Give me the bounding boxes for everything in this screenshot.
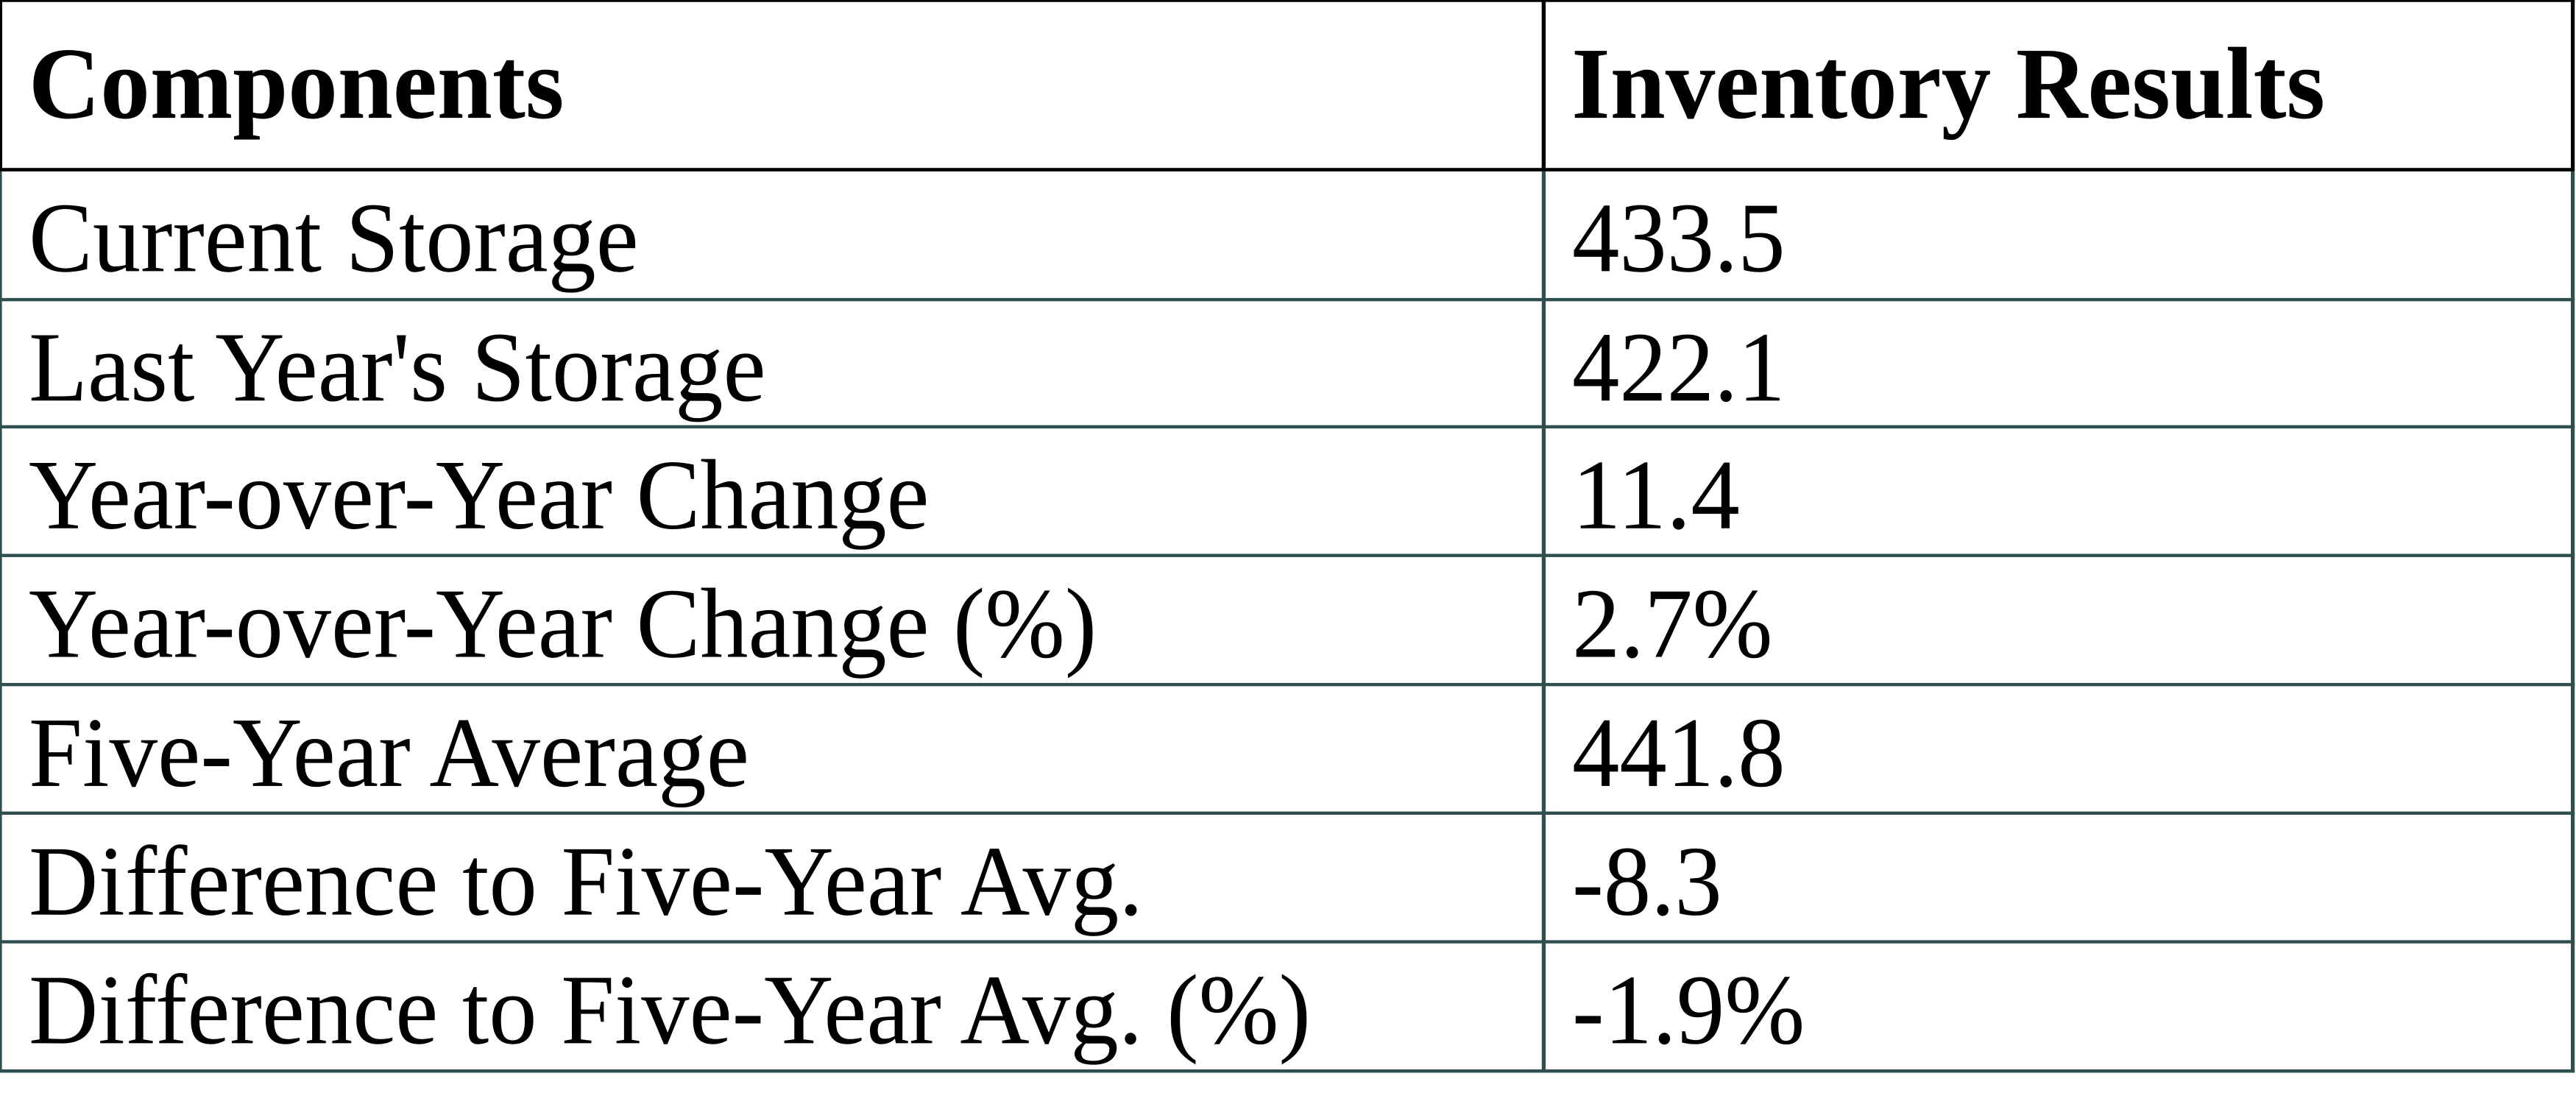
svg-text:Last Year's Storage: Last Year's Storage	[29, 312, 766, 422]
svg-text:Year-over-Year Change (%): Year-over-Year Change (%)	[29, 569, 1097, 679]
svg-text:Current Storage: Current Storage	[29, 183, 639, 293]
svg-text:433.5: 433.5	[1572, 183, 1786, 293]
svg-text:441.8: 441.8	[1572, 698, 1786, 808]
svg-text:Components: Components	[29, 27, 565, 141]
svg-text:Year-over-Year Change: Year-over-Year Change	[29, 440, 929, 551]
svg-text:Difference to Five-Year Avg.: Difference to Five-Year Avg.	[29, 827, 1143, 937]
svg-text:422.1: 422.1	[1572, 312, 1786, 422]
svg-text:Five-Year Average: Five-Year Average	[29, 698, 749, 808]
svg-text:Inventory Results: Inventory Results	[1571, 27, 2325, 141]
svg-text:-1.9%: -1.9%	[1572, 955, 1805, 1065]
svg-text:Difference to Five-Year Avg. (: Difference to Five-Year Avg. (%)	[29, 955, 1311, 1065]
svg-text:-8.3: -8.3	[1572, 827, 1722, 937]
svg-text:11.4: 11.4	[1572, 440, 1740, 551]
svg-text:2.7%: 2.7%	[1572, 569, 1773, 679]
